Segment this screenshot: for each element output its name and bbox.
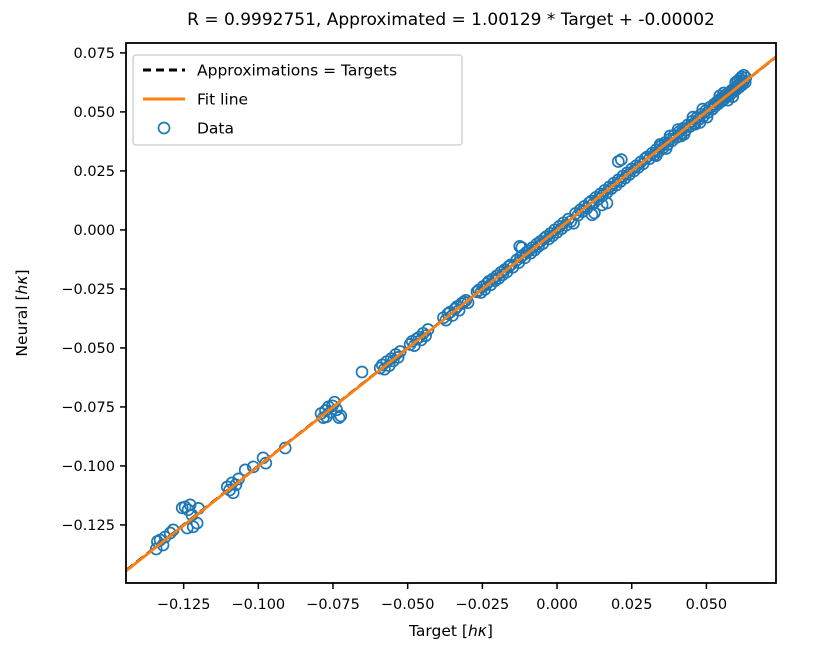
y-tick-label: 0.025 (73, 164, 115, 180)
plot-area (126, 55, 776, 573)
data-point (355, 365, 369, 379)
x-tick-label: −0.100 (231, 597, 285, 613)
x-tick-label: −0.025 (456, 597, 510, 613)
y-axis-label: Neural [hκ] (13, 269, 31, 356)
data-point (419, 329, 432, 343)
fit-line (126, 55, 776, 573)
x-tick-label: 0.000 (536, 597, 578, 613)
axes-spines (125, 42, 777, 584)
y-tick-label: −0.025 (61, 282, 115, 298)
data-point (412, 330, 426, 344)
x-axis-label-close: ] (486, 622, 493, 640)
data-point (474, 286, 488, 299)
x-axis-label-math: hκ (467, 622, 487, 640)
data-point (461, 296, 475, 309)
x-tick-label: 0.050 (686, 597, 728, 613)
data-point (472, 283, 486, 297)
x-tick-label: −0.075 (306, 597, 360, 613)
y-tick-label: 0.075 (73, 46, 115, 62)
data-point (393, 345, 407, 358)
data-point (540, 230, 553, 243)
y-tick-label: 0.050 (73, 105, 115, 121)
x-tick-label: −0.125 (157, 597, 211, 613)
data-point (384, 352, 398, 365)
x-tick-label: 0.025 (611, 597, 653, 613)
data-point (542, 232, 556, 246)
data-point (332, 411, 346, 424)
x-tick-label: −0.050 (381, 597, 435, 613)
data-point (492, 271, 506, 285)
x-axis-label: Target [hκ] (126, 622, 776, 640)
y-tick-label: 0.000 (73, 223, 115, 239)
legend: Approximations = Targets Fit line Data (132, 54, 463, 146)
legend-label: Fit line (197, 91, 248, 109)
data-point (573, 203, 587, 217)
y-tick-label: −0.075 (61, 400, 115, 416)
chart-title: R = 0.9992751, Approximated = 1.00129 * … (187, 10, 715, 30)
legend-label: Data (197, 120, 234, 138)
legend-box (132, 54, 463, 146)
data-point (459, 293, 473, 307)
data-point (190, 516, 204, 530)
data-point (524, 246, 538, 260)
y-tick-label: −0.125 (61, 518, 115, 534)
data-point (334, 409, 348, 423)
data-point (484, 278, 498, 292)
data-point (528, 243, 541, 257)
data-point (229, 478, 243, 492)
data-point (614, 153, 628, 166)
y-tick-label: −0.100 (61, 459, 115, 475)
legend-label: Approximations = Targets (197, 62, 397, 80)
x-axis-label-text: Target [ (409, 622, 468, 640)
data-point (186, 520, 200, 534)
legend-marker-sample (157, 121, 171, 135)
data-point (421, 323, 435, 336)
data-point (457, 295, 471, 309)
data-point (553, 220, 566, 233)
y-axis-label-math: hκ (13, 275, 31, 295)
y-tick-label: −0.050 (61, 341, 115, 357)
y-axis-label-close: ] (13, 269, 31, 276)
data-point (544, 227, 557, 240)
y-axis-label-text: Neural [ (13, 294, 31, 357)
data-point (391, 351, 405, 364)
